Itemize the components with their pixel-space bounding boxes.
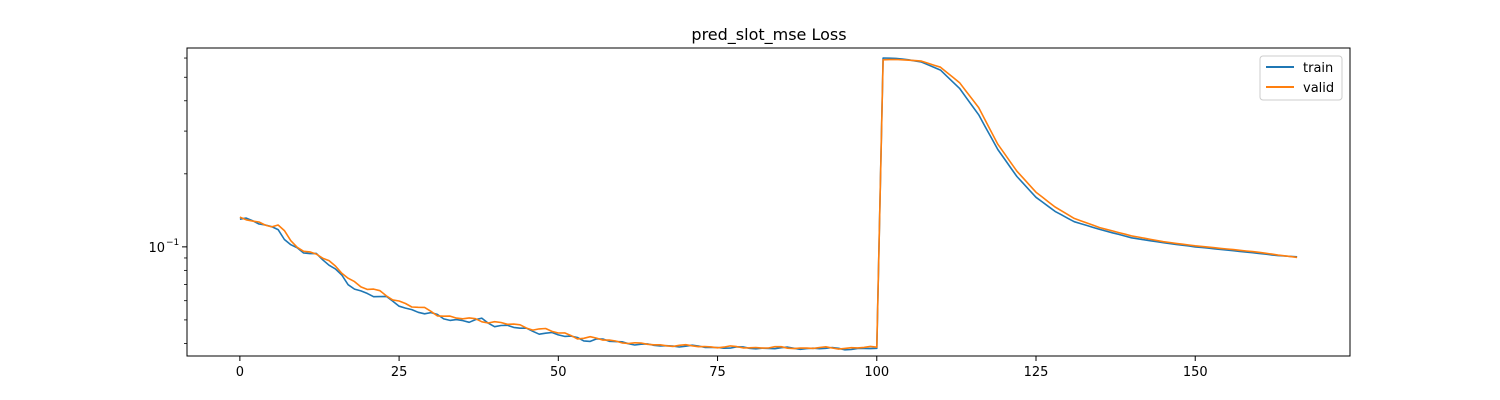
x-tick-label: 125 — [1024, 365, 1049, 380]
x-tick-label: 50 — [550, 365, 567, 380]
series-line-valid — [239, 58, 1298, 350]
legend: train valid — [1259, 55, 1343, 101]
legend-label-valid: valid — [1303, 81, 1334, 96]
plot-area — [239, 57, 1298, 351]
x-tick-label: 150 — [1183, 365, 1208, 380]
chart-title: pred_slot_mse Loss — [691, 25, 846, 45]
y-axis: 10 −1 — [148, 57, 187, 344]
x-tick-label: 25 — [391, 365, 408, 380]
y-tick-label: 10 — [148, 241, 165, 256]
x-axis: 0 25 50 75 100 125 150 — [236, 356, 1208, 380]
x-tick-label: 100 — [864, 365, 889, 380]
axes-frame — [186, 47, 1351, 357]
legend-label-train: train — [1303, 61, 1333, 76]
x-tick-label: 0 — [236, 365, 244, 380]
y-tick-exponent: −1 — [166, 238, 179, 248]
x-tick-label: 75 — [709, 365, 726, 380]
